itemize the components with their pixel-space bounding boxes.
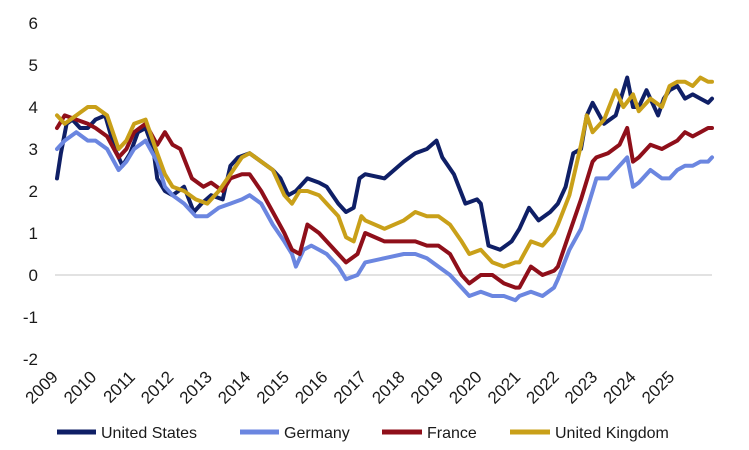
- x-tick-label: 2020: [445, 367, 485, 407]
- x-tick-label: 2012: [137, 367, 177, 407]
- series-line-france: [55, 113, 714, 290]
- series-line-united-states: [55, 75, 714, 252]
- y-tick-label: 3: [29, 140, 38, 159]
- x-tick-label: 2022: [523, 367, 563, 407]
- legend-label-france: France: [427, 425, 477, 442]
- y-axis: 6 5 4 3 2 1 0 -1 -2: [23, 14, 38, 369]
- y-tick-label: 0: [29, 266, 38, 285]
- x-tick-label: 2013: [176, 367, 216, 407]
- legend-item-united-states: United States: [57, 425, 197, 442]
- y-tick-label: -2: [23, 350, 38, 369]
- series-line-united-kingdom: [55, 75, 714, 269]
- x-tick-label: 2015: [253, 367, 293, 407]
- legend-item-france: France: [382, 425, 477, 442]
- legend-label-united-states: United States: [101, 425, 197, 442]
- x-tick-label: 2023: [561, 367, 601, 407]
- y-tick-label: 2: [29, 182, 38, 201]
- x-tick-label: 2017: [330, 367, 370, 407]
- y-tick-label: 6: [29, 14, 38, 33]
- x-tick-label: 2010: [60, 367, 100, 407]
- series-layer: [55, 75, 714, 303]
- legend-item-united-kingdom: United Kingdom: [510, 425, 669, 442]
- y-tick-label: 5: [29, 56, 38, 75]
- x-tick-label: 2016: [291, 367, 331, 407]
- y-tick-label: 1: [29, 224, 38, 243]
- legend-label-united-kingdom: United Kingdom: [555, 425, 669, 442]
- series-line-germany: [55, 130, 714, 303]
- x-tick-label: 2011: [100, 367, 139, 406]
- y-tick-label: 4: [29, 98, 38, 117]
- x-tick-label: 2019: [407, 367, 447, 407]
- x-tick-label: 2025: [638, 367, 678, 407]
- legend-label-germany: Germany: [284, 425, 350, 442]
- x-tick-label: 2014: [214, 367, 254, 407]
- x-tick-label: 2021: [484, 367, 524, 407]
- x-tick-label: 2009: [22, 367, 62, 407]
- legend-item-germany: Germany: [240, 425, 350, 442]
- legend: United States Germany France United King…: [57, 425, 669, 442]
- y-tick-label: -1: [23, 308, 38, 327]
- x-tick-label: 2018: [368, 367, 408, 407]
- x-tick-label: 2024: [600, 367, 640, 407]
